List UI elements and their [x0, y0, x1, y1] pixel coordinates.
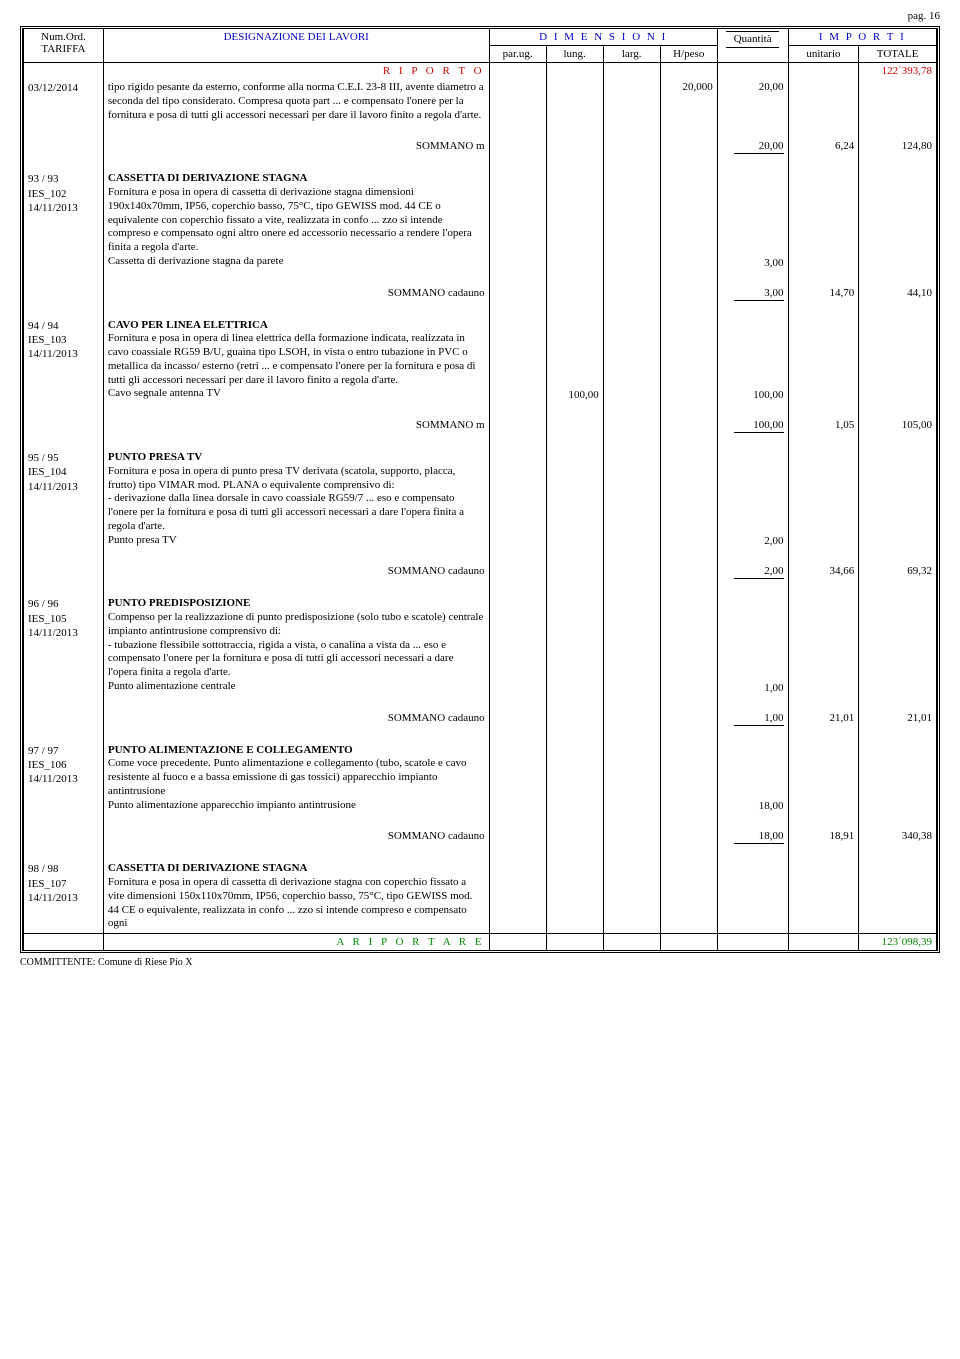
table-row: 98 / 98 IES_107 14/11/2013 CASSETTA DI D…: [24, 860, 937, 933]
sommano-tot: 21,01: [859, 710, 937, 728]
riporto-label: R I P O R T O: [103, 63, 489, 80]
sommano-unit: 21,01: [788, 710, 859, 728]
sommano-unit: 18,91: [788, 828, 859, 846]
item-tariffa: 94 / 94 IES_103 14/11/2013: [24, 317, 104, 404]
sommano-tot: 44,10: [859, 285, 937, 303]
sommano-qty: 20,00: [734, 140, 784, 154]
sommano-qty: 2,00: [734, 565, 784, 579]
main-table-border: Num.Ord. TARIFFA DESIGNAZIONE DEI LAVORI…: [20, 26, 940, 953]
hdr-importi: I M P O R T I: [788, 29, 936, 46]
hdr-designazione: DESIGNAZIONE DEI LAVORI: [103, 29, 489, 63]
footer-value: 123´098,39: [859, 934, 937, 951]
sommano-tot: 105,00: [859, 417, 937, 435]
item-desc: CASSETTA DI DERIVAZIONE STAGNA Fornitura…: [103, 860, 489, 933]
footer-label: A R I P O R T A R E: [103, 934, 489, 951]
sommano-row: SOMMANO m 100,00 1,05 105,00: [24, 417, 937, 435]
hdr-totale: TOTALE: [859, 46, 937, 63]
item-tariffa: 95 / 95 IES_104 14/11/2013: [24, 449, 104, 549]
item-tariffa: 97 / 97 IES_106 14/11/2013: [24, 742, 104, 815]
sommano-qty: 100,00: [734, 419, 784, 433]
sommano-row: SOMMANO cadauno 1,00 21,01 21,01: [24, 710, 937, 728]
sommano-label: SOMMANO cadauno: [103, 710, 489, 728]
table-row: 96 / 96 IES_105 14/11/2013 PUNTO PREDISP…: [24, 595, 937, 695]
sommano-label: SOMMANO cadauno: [103, 828, 489, 846]
hdr-lung: lung.: [546, 46, 603, 63]
item-tariffa: 98 / 98 IES_107 14/11/2013: [24, 860, 104, 933]
committente: COMMITTENTE: Comune di Riese Pio X: [20, 957, 940, 968]
sommano-tot: 69,32: [859, 563, 937, 581]
item-lung: 100,00: [546, 317, 603, 404]
sommano-label: SOMMANO m: [103, 417, 489, 435]
item-desc: PUNTO PRESA TV Fornitura e posa in opera…: [103, 449, 489, 549]
item-tariffa: 93 / 93 IES_102 14/11/2013: [24, 170, 104, 270]
hdr-numord: Num.Ord. TARIFFA: [24, 29, 104, 63]
table-row: 95 / 95 IES_104 14/11/2013 PUNTO PRESA T…: [24, 449, 937, 549]
sommano-label: SOMMANO m: [103, 138, 489, 156]
sommano-unit: 6,24: [788, 138, 859, 156]
item-desc: CASSETTA DI DERIVAZIONE STAGNA Fornitura…: [103, 170, 489, 270]
table-row: 93 / 93 IES_102 14/11/2013 CASSETTA DI D…: [24, 170, 937, 270]
sommano-label: SOMMANO cadauno: [103, 563, 489, 581]
riporto-value: 122´393,78: [859, 63, 937, 80]
item-desc: tipo rigido pesante da esterno, conforme…: [103, 79, 489, 124]
main-table: Num.Ord. TARIFFA DESIGNAZIONE DEI LAVORI…: [23, 29, 937, 950]
sommano-unit: 34,66: [788, 563, 859, 581]
sommano-row: SOMMANO cadauno 2,00 34,66 69,32: [24, 563, 937, 581]
sommano-unit: 14,70: [788, 285, 859, 303]
sommano-tot: 124,80: [859, 138, 937, 156]
table-row: 94 / 94 IES_103 14/11/2013 CAVO PER LINE…: [24, 317, 937, 404]
sommano-qty: 1,00: [734, 712, 784, 726]
sommano-qty: 3,00: [734, 287, 784, 301]
hdr-unitario: unitario: [788, 46, 859, 63]
item-qty: 20,00: [717, 79, 788, 124]
hdr-dimensioni: D I M E N S I O N I: [489, 29, 717, 46]
sommano-tot: 340,38: [859, 828, 937, 846]
item-qty: 2,00: [717, 449, 788, 549]
hdr-larg: larg.: [603, 46, 660, 63]
sommano-row: SOMMANO cadauno 18,00 18,91 340,38: [24, 828, 937, 846]
item-qty: 18,00: [717, 742, 788, 815]
footer-row: A R I P O R T A R E 123´098,39: [24, 934, 937, 951]
sommano-row: SOMMANO m 20,00 6,24 124,80: [24, 138, 937, 156]
item-hpeso: 20,000: [660, 79, 717, 124]
sommano-qty: 18,00: [734, 830, 784, 844]
riporto-row: R I P O R T O 122´393,78: [24, 63, 937, 80]
item-qty: 100,00: [717, 317, 788, 404]
hdr-hpeso: H/peso: [660, 46, 717, 63]
item-tariffa: 03/12/2014: [24, 79, 104, 124]
item-desc: CAVO PER LINEA ELETTRICA Fornitura e pos…: [103, 317, 489, 404]
sommano-unit: 1,05: [788, 417, 859, 435]
table-row: 03/12/2014 tipo rigido pesante da estern…: [24, 79, 937, 124]
sommano-row: SOMMANO cadauno 3,00 14,70 44,10: [24, 285, 937, 303]
item-desc: PUNTO PREDISPOSIZIONE Compenso per la re…: [103, 595, 489, 695]
hdr-parug: par.ug.: [489, 46, 546, 63]
sommano-label: SOMMANO cadauno: [103, 285, 489, 303]
page-number: pag. 16: [20, 10, 940, 22]
item-qty: 1,00: [717, 595, 788, 695]
item-tariffa: 96 / 96 IES_105 14/11/2013: [24, 595, 104, 695]
item-desc: PUNTO ALIMENTAZIONE E COLLEGAMENTO Come …: [103, 742, 489, 815]
table-row: 97 / 97 IES_106 14/11/2013 PUNTO ALIMENT…: [24, 742, 937, 815]
hdr-quantita: Quantità: [717, 29, 788, 63]
item-qty: 3,00: [717, 170, 788, 270]
